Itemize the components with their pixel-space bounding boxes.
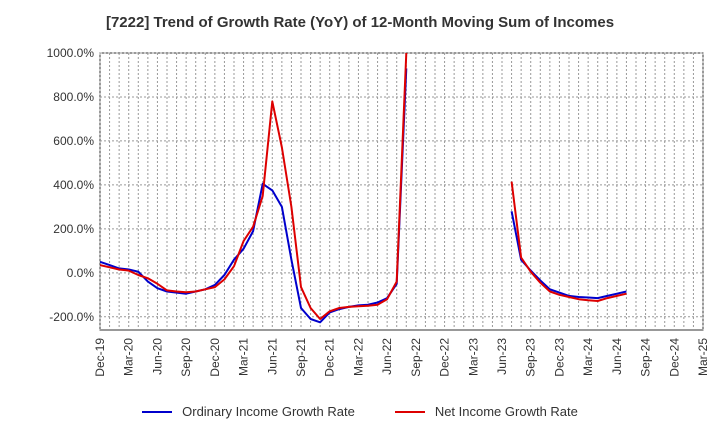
legend-swatch-ordinary [142,410,173,413]
chart-title: [7222] Trend of Growth Rate (YoY) of 12-… [105,14,615,31]
legend-label-net: Net Income Growth Rate [434,404,578,419]
x-tick-label: Mar-22 [351,338,365,376]
y-tick-label: 600.0% [53,134,94,148]
x-tick-label: Sep-21 [294,338,308,377]
series-line-net-income [510,181,627,302]
x-tick-label: Jun-20 [150,338,164,375]
y-tick-label: 1000.0% [47,46,95,60]
x-tick-label: Mar-23 [466,338,480,376]
x-tick-label: Mar-24 [581,338,595,376]
legend-item-ordinary: Ordinary Income Growth Rate [142,404,355,419]
y-tick-label: -200.0% [49,310,94,324]
y-tick-label: 800.0% [53,90,94,104]
legend-label-ordinary: Ordinary Income Growth Rate [182,404,355,419]
legend-item-net: Net Income Growth Rate [394,404,578,419]
x-tick-label: Mar-20 [122,338,136,376]
legend: Ordinary Income Growth Rate Net Income G… [0,404,720,419]
x-tick-label: Sep-22 [409,338,423,377]
x-tick-label: Jun-24 [610,338,624,375]
series-line-net-income [100,53,408,320]
y-tick-label: 400.0% [53,178,94,192]
x-tick-label: Dec-23 [552,338,566,377]
x-tick-label: Jun-22 [380,338,394,375]
x-tick-label: Sep-23 [524,338,538,377]
x-tick-label: Dec-21 [323,338,337,377]
x-tick-label: Dec-24 [667,338,681,377]
x-tick-label: Dec-22 [438,338,452,377]
x-tick-label: Jun-23 [495,338,509,375]
x-tick-label: Sep-20 [179,338,193,377]
legend-swatch-net [394,410,425,413]
x-tick-label: Mar-21 [237,338,251,376]
y-tick-label: 0.0% [67,266,95,280]
x-tick-label: Dec-20 [208,338,222,377]
x-tick-label: Dec-19 [93,338,107,377]
x-tick-label: Sep-24 [639,338,653,377]
x-tick-label: Jun-21 [265,338,279,375]
x-tick-label: Mar-25 [696,338,710,376]
y-tick-label: 200.0% [53,222,94,236]
